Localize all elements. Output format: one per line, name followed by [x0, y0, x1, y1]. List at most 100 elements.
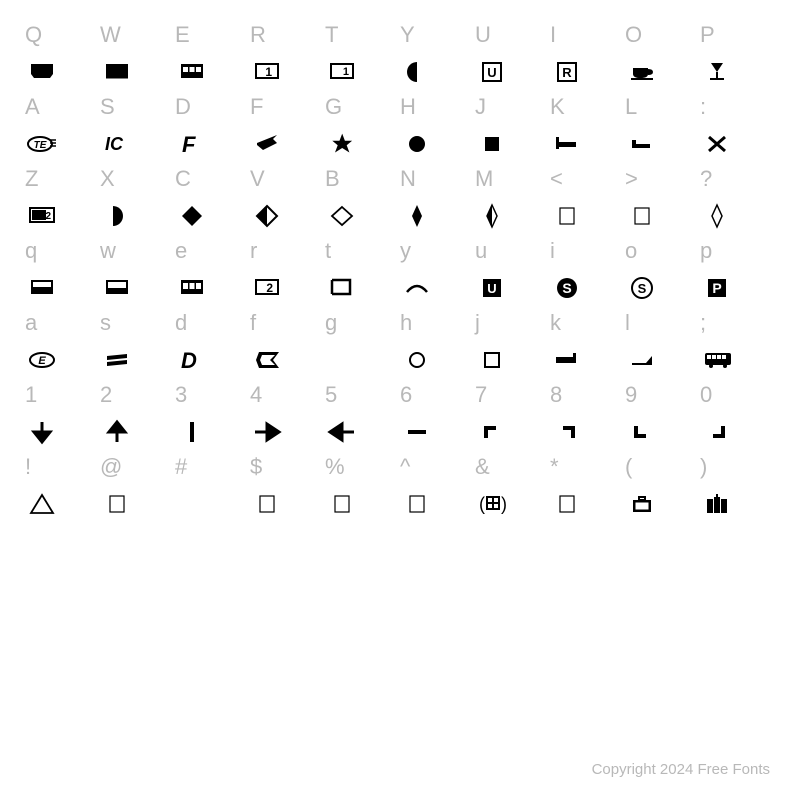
p-box-icon: P	[700, 270, 734, 306]
char-cell: g	[325, 308, 400, 380]
key-label: L	[625, 92, 637, 122]
svg-text:2: 2	[45, 211, 51, 222]
key-label: q	[25, 236, 37, 266]
char-cell: G	[325, 92, 400, 164]
char-cell: DF	[175, 92, 250, 164]
diamond-tall-icon	[400, 198, 434, 234]
char-cell: UU	[475, 20, 550, 92]
key-label: T	[325, 20, 338, 50]
char-cell: 6	[400, 380, 475, 452]
diamond-outline-icon	[325, 198, 359, 234]
corner-tr-icon	[550, 414, 584, 450]
diamond-solid-icon	[175, 198, 209, 234]
key-label: S	[100, 92, 115, 122]
char-cell: $	[250, 452, 325, 524]
char-cell: O	[625, 20, 700, 92]
diamond-half-icon	[250, 198, 284, 234]
char-cell: Q	[25, 20, 100, 92]
diamond-tall-half-icon	[475, 198, 509, 234]
key-label: a	[25, 308, 37, 338]
box-outline-icon	[550, 486, 584, 522]
box-outline-icon	[250, 486, 284, 522]
arrow-up-icon	[100, 414, 134, 450]
key-label: ^	[400, 452, 410, 482]
char-cell: Z2	[25, 164, 100, 236]
key-label: )	[700, 452, 707, 482]
char-cell: :	[700, 92, 775, 164]
char-cell: 8	[550, 380, 625, 452]
svg-text:(: (	[479, 494, 485, 514]
ic-logo-icon: IC	[100, 126, 134, 162]
key-label: k	[550, 308, 561, 338]
key-label: G	[325, 92, 342, 122]
key-label: $	[250, 452, 262, 482]
key-label: >	[625, 164, 638, 194]
key-label: W	[100, 20, 121, 50]
char-cell: X	[100, 164, 175, 236]
key-label: i	[550, 236, 555, 266]
d-italic-icon: D	[175, 342, 209, 378]
key-label: l	[625, 308, 630, 338]
char-cell: q	[25, 236, 100, 308]
svg-text:S: S	[562, 280, 571, 296]
char-cell: 7	[475, 380, 550, 452]
svg-text:U: U	[487, 65, 496, 80]
char-cell: 1	[25, 380, 100, 452]
char-cell: ?	[700, 164, 775, 236]
svg-text:1: 1	[265, 65, 272, 79]
train-top-icon	[25, 54, 59, 90]
key-label: V	[250, 164, 265, 194]
char-cell: &()	[475, 452, 550, 524]
char-cell: dD	[175, 308, 250, 380]
bar-v-icon	[175, 414, 209, 450]
char-cell: #	[175, 452, 250, 524]
svg-text:S: S	[638, 281, 647, 296]
key-label: &	[475, 452, 490, 482]
key-label: t	[325, 236, 331, 266]
key-label: @	[100, 452, 122, 482]
dest-2b-icon: 2	[250, 270, 284, 306]
char-cell: C	[175, 164, 250, 236]
key-label: *	[550, 452, 559, 482]
key-label: f	[250, 308, 256, 338]
key-label: g	[325, 308, 337, 338]
luggage-icon	[700, 486, 734, 522]
char-cell: 5	[325, 380, 400, 452]
corner-bl-icon	[625, 126, 659, 162]
char-cell: t	[325, 236, 400, 308]
arc-icon	[400, 270, 434, 306]
key-label: O	[625, 20, 642, 50]
char-cell: w	[100, 236, 175, 308]
char-cell: W	[100, 20, 175, 92]
corner-br-icon	[700, 414, 734, 450]
char-cell: f	[250, 308, 325, 380]
key-label: B	[325, 164, 340, 194]
half-right-icon	[100, 198, 134, 234]
char-cell: iS	[550, 236, 625, 308]
key-label: K	[550, 92, 565, 122]
char-cell: (	[625, 452, 700, 524]
char-cell: e	[175, 236, 250, 308]
dest-1b-icon: 1	[325, 54, 359, 90]
char-cell: 9	[625, 380, 700, 452]
diamond-tall-outline-icon	[700, 198, 734, 234]
ec-logo-icon	[250, 126, 284, 162]
box-outline-icon	[325, 486, 359, 522]
char-cell: ;	[700, 308, 775, 380]
svg-text:1: 1	[343, 66, 349, 78]
tram-icon	[175, 54, 209, 90]
svg-text:R: R	[562, 65, 572, 80]
char-cell: R1	[250, 20, 325, 92]
key-label: 1	[25, 380, 37, 410]
char-cell: K	[550, 92, 625, 164]
char-cell: P	[700, 20, 775, 92]
r-box-icon: R	[550, 54, 584, 90]
char-cell: @	[100, 452, 175, 524]
key-label: E	[175, 20, 190, 50]
key-label: j	[475, 308, 480, 338]
svg-text:U: U	[487, 281, 496, 296]
u-box-icon: U	[475, 54, 509, 90]
key-label: r	[250, 236, 257, 266]
ramp-icon	[625, 342, 659, 378]
briefcase-icon	[625, 486, 659, 522]
